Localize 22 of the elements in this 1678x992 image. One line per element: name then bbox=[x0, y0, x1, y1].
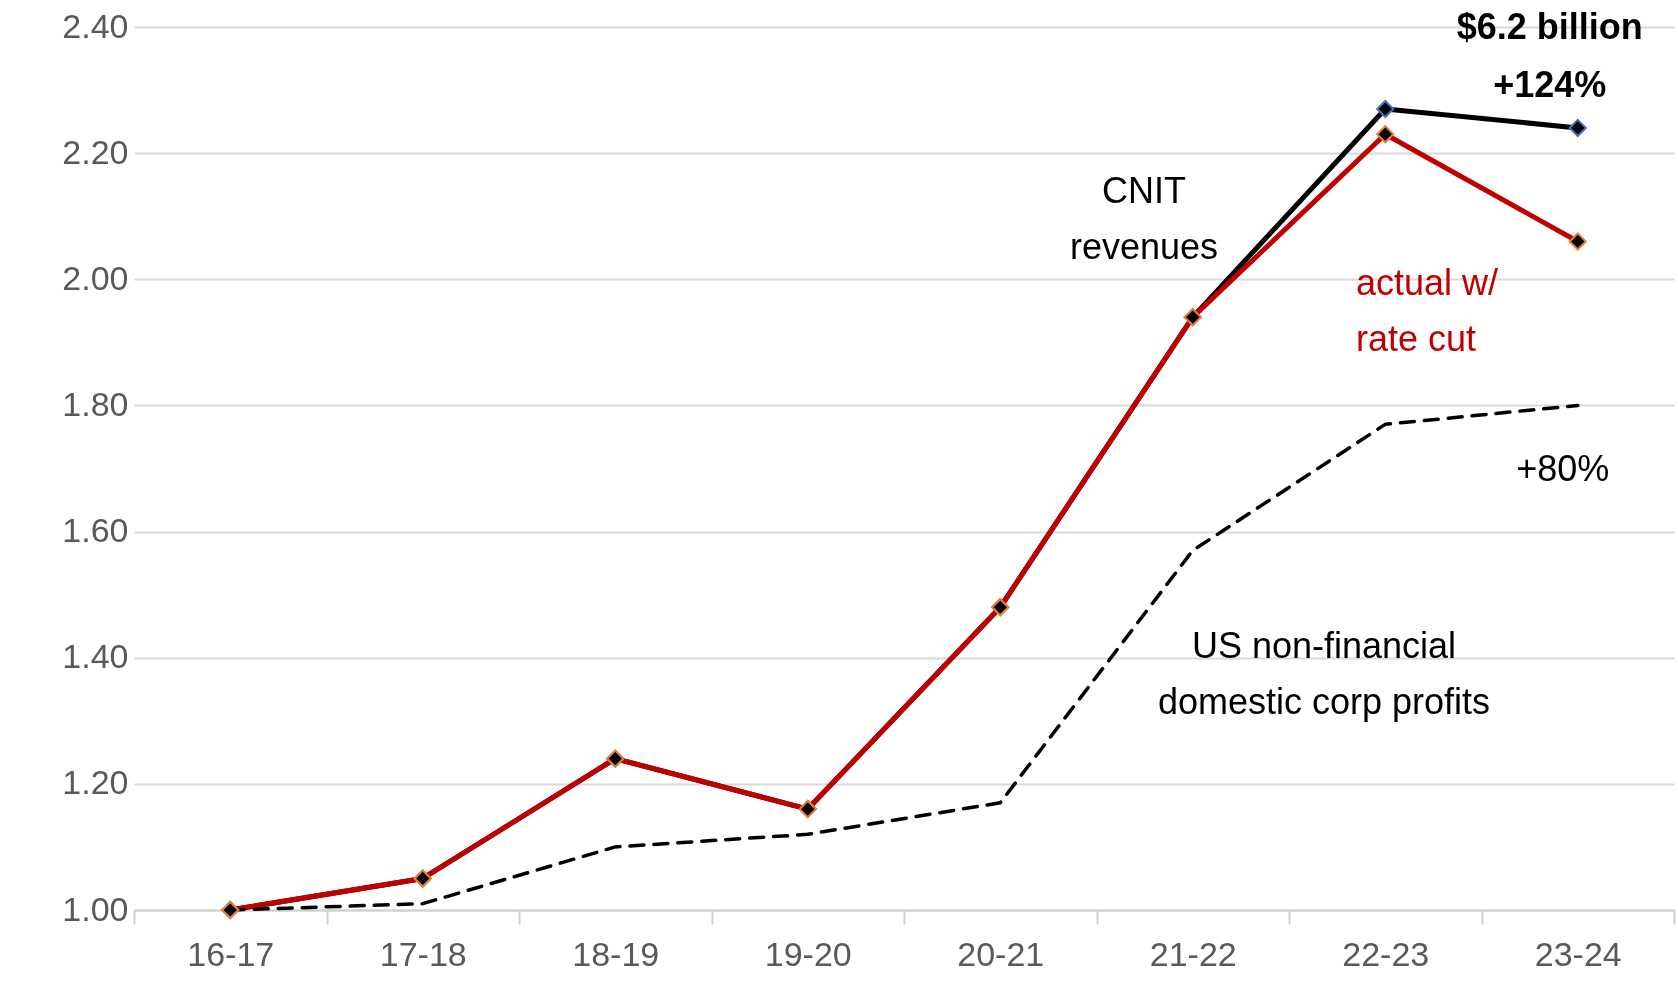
y-tick-label: 1.00 bbox=[62, 889, 129, 928]
y-tick-label: 2.40 bbox=[62, 6, 129, 45]
y-tick-label: 1.20 bbox=[62, 763, 129, 802]
series-label: actual w/ rate cut bbox=[1356, 262, 1499, 359]
y-tick-label: 1.40 bbox=[62, 637, 129, 676]
y-tick-label: 1.60 bbox=[62, 511, 129, 550]
y-tick-label: 2.00 bbox=[62, 258, 129, 297]
x-tick-label: 17-18 bbox=[379, 934, 467, 973]
x-tick-label: 20-21 bbox=[957, 934, 1045, 973]
series-label: US non-financial domestic corp profits bbox=[1157, 625, 1491, 722]
x-tick-label: 19-20 bbox=[764, 934, 852, 973]
y-tick-label: 1.80 bbox=[62, 384, 129, 423]
annotation: +80% bbox=[1516, 448, 1610, 490]
x-tick-label: 22-23 bbox=[1342, 934, 1430, 973]
annotation: +124% bbox=[1493, 63, 1607, 105]
x-tick-label: 18-19 bbox=[572, 934, 660, 973]
x-tick-label: 23-24 bbox=[1534, 934, 1622, 973]
x-tick-label: 16-17 bbox=[187, 934, 275, 973]
annotation: $6.2 billion bbox=[1456, 5, 1643, 47]
y-tick-label: 2.20 bbox=[62, 132, 129, 171]
series-label: CNIT revenues bbox=[1069, 170, 1219, 267]
x-tick-label: 21-22 bbox=[1149, 934, 1237, 973]
